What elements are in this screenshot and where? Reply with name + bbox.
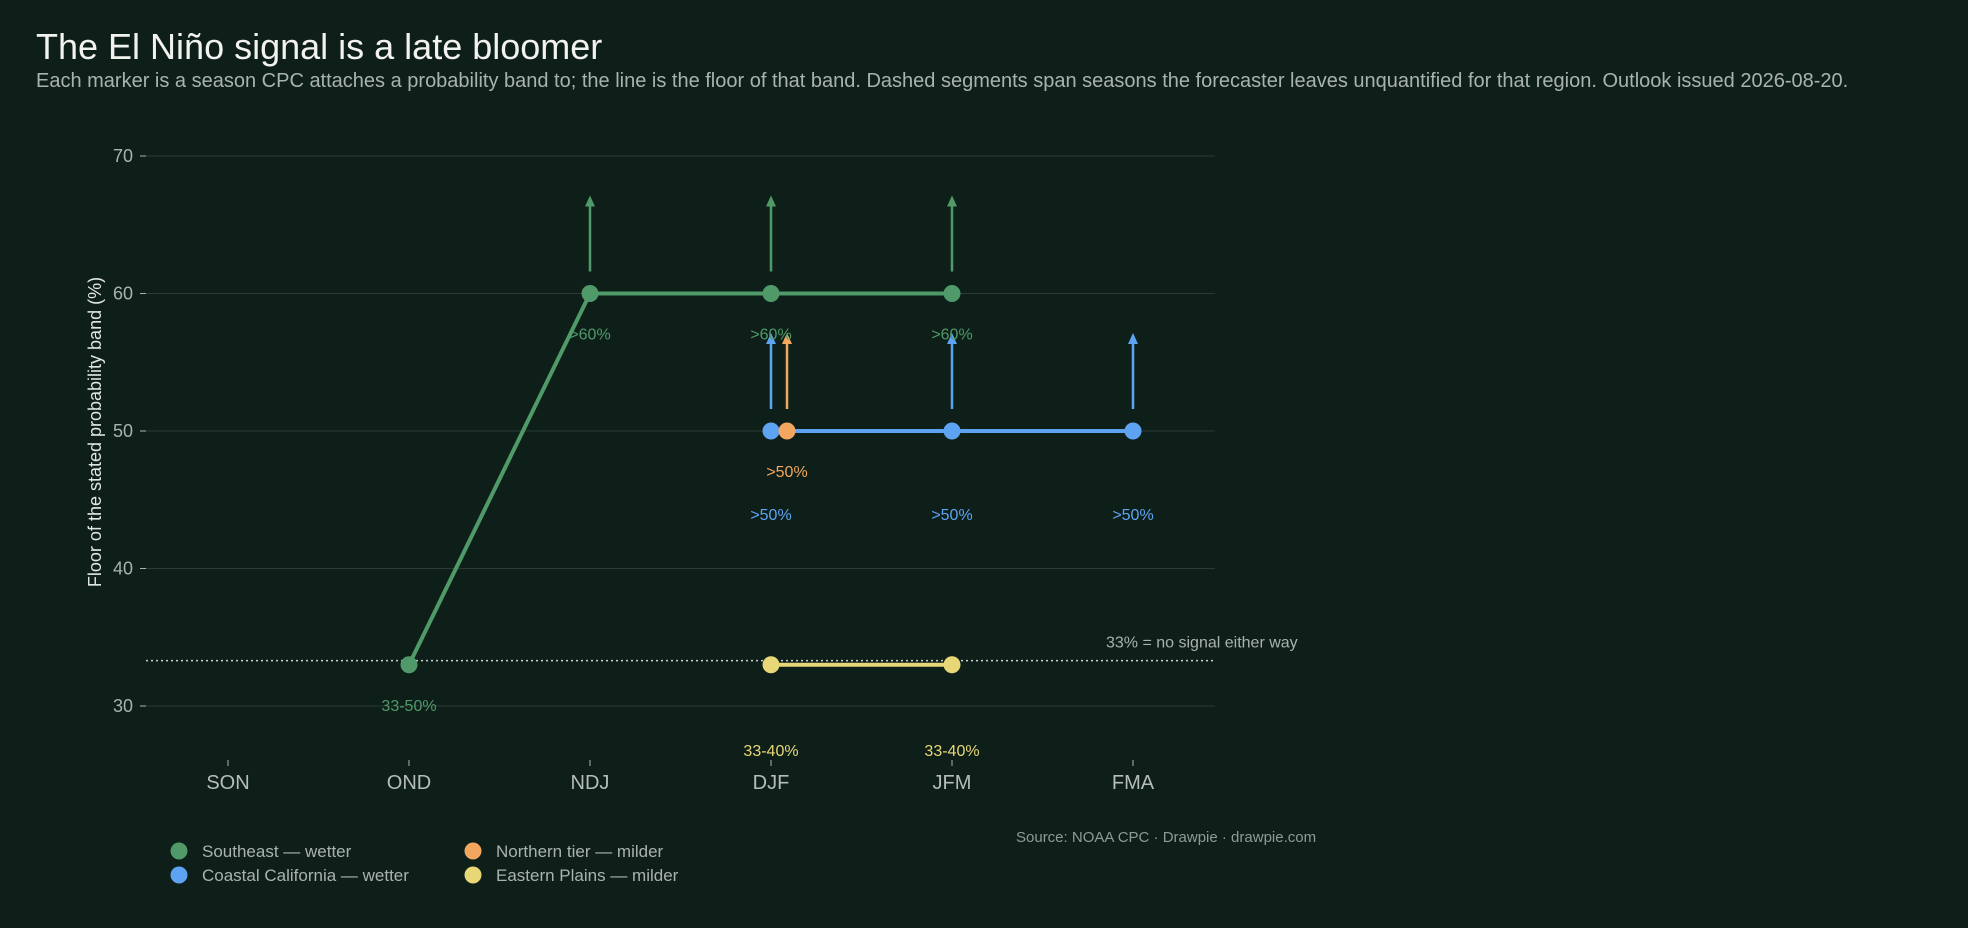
no-signal-label: 33% = no signal either way — [1106, 635, 1298, 652]
series-line-0 — [407, 291, 952, 666]
series-2 — [778, 333, 796, 440]
y-tick-label-50: 50 — [113, 421, 133, 441]
x-tick-label-NDJ: NDJ — [571, 772, 610, 794]
data-point-0-1 — [581, 285, 599, 302]
data-label-0-0: 33-50% — [381, 698, 436, 715]
data-label-0-1: >60% — [569, 327, 610, 344]
x-tick-label-JFM: JFM — [933, 772, 972, 794]
x-tick-label-SON: SON — [206, 772, 249, 794]
legend-label-2: Northern tier — milder — [496, 842, 664, 861]
open-band-arrow-head-1-2 — [1128, 333, 1138, 344]
legend-swatch-2 — [464, 842, 482, 860]
legend-swatch-1 — [170, 866, 188, 884]
open-band-arrow-head-1-1 — [947, 333, 957, 344]
data-point-3-0 — [762, 656, 780, 674]
series-3 — [762, 656, 961, 674]
grid-lines — [146, 155, 1215, 707]
data-label-1-0: >50% — [750, 507, 791, 524]
open-band-arrow-head-1-0 — [766, 333, 776, 344]
chart-title: The El Niño signal is a late bloomer — [36, 26, 603, 67]
data-label-1-2: >50% — [1112, 507, 1153, 524]
legend-label-1: Coastal California — wetter — [202, 866, 409, 885]
series-0 — [400, 195, 961, 674]
data-labels: 33-50% >60% >60% >60% >50% >50% >50% >50% 33-40%… — [381, 327, 1153, 760]
x-tick-label-FMA: FMA — [1112, 772, 1155, 794]
open-band-arrow-head-0-3 — [947, 195, 957, 207]
open-band-arrow-head-0-1 — [585, 195, 595, 207]
chart-subtitle: Each marker is a season CPC attaches a p… — [36, 70, 1849, 92]
series-1 — [762, 333, 1142, 440]
legend-swatch-3 — [464, 866, 482, 884]
legend-swatch-0 — [170, 842, 188, 860]
open-band-arrow-head-0-2 — [766, 195, 776, 207]
source-note: Source: NOAA CPC · Drawpie · drawpie.com — [1016, 829, 1316, 846]
legend-label-0: Southeast — wetter — [202, 842, 352, 861]
data-point-2-0 — [778, 422, 796, 440]
reference-line: 33% = no signal either way — [146, 635, 1298, 662]
data-label-0-2: >60% — [750, 327, 791, 344]
x-tick-label-DJF: DJF — [753, 772, 790, 794]
y-axis: 30 40 50 60 70 — [113, 146, 146, 716]
legend-label-3: Eastern Plains — milder — [496, 866, 679, 885]
data-point-0-2 — [762, 285, 780, 302]
data-point-3-1 — [943, 656, 961, 674]
data-label-0-3: >60% — [931, 327, 972, 344]
x-axis: SON OND NDJ DJF JFM FMA — [206, 760, 1155, 794]
y-tick-label-60: 60 — [113, 284, 133, 304]
data-label-3-0: 33-40% — [743, 743, 798, 760]
y-tick-label-40: 40 — [113, 559, 133, 579]
data-point-0-3 — [943, 285, 961, 302]
data-point-1-1 — [943, 422, 961, 440]
y-axis-label: Floor of the stated probability band (%) — [85, 277, 105, 587]
legend: Southeast — wetter Coastal California — w… — [170, 842, 679, 885]
y-tick-label-70: 70 — [113, 146, 133, 166]
y-tick-label-30: 30 — [113, 696, 133, 716]
data-label-3-1: 33-40% — [924, 743, 979, 760]
series-layer — [400, 195, 1142, 674]
data-label-2-0: >50% — [766, 464, 807, 481]
data-point-1-0 — [762, 422, 780, 440]
data-label-1-1: >50% — [931, 507, 972, 524]
open-band-arrow-head-2-0 — [782, 333, 792, 344]
x-tick-label-OND: OND — [387, 772, 431, 794]
data-point-0-0 — [400, 656, 418, 674]
data-point-1-2 — [1124, 422, 1142, 440]
